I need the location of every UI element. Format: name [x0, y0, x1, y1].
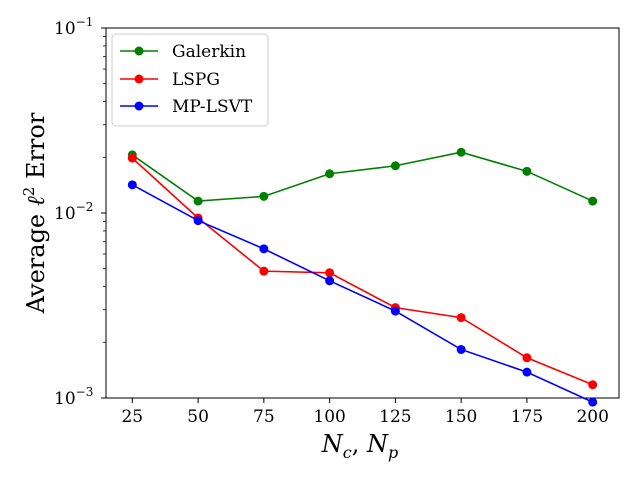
legend: Galerkin LSPG MP-LSVT	[112, 34, 268, 126]
data-point-mp-lsvt	[588, 398, 597, 407]
y-axis-label: Average ℓ2 Error	[20, 112, 50, 314]
x-tick-label: 200	[576, 407, 608, 427]
data-point-lspg	[325, 268, 334, 277]
data-point-lspg	[457, 313, 466, 322]
data-point-mp-lsvt	[391, 307, 400, 316]
data-point-galerkin	[194, 197, 203, 206]
y-tick-label-1e-3: 10−3	[54, 385, 93, 409]
series-line-lspg	[132, 158, 592, 385]
legend-marker-galerkin	[135, 47, 144, 56]
legend-marker-lspg	[135, 75, 144, 84]
data-point-galerkin	[588, 197, 597, 206]
x-tick-label: 150	[445, 407, 477, 427]
x-tick-label: 175	[511, 407, 543, 427]
data-point-mp-lsvt	[325, 276, 334, 285]
data-point-mp-lsvt	[522, 368, 531, 377]
data-point-lspg	[522, 353, 531, 362]
series-lspg	[128, 154, 597, 390]
legend-label-mp-lsvt: MP-LSVT	[172, 97, 253, 117]
data-point-mp-lsvt	[259, 244, 268, 253]
series-galerkin	[128, 148, 597, 206]
x-tick-label: 125	[379, 407, 411, 427]
data-point-lspg	[588, 380, 597, 389]
data-point-galerkin	[391, 161, 400, 170]
data-point-galerkin	[259, 192, 268, 201]
legend-label-galerkin: Galerkin	[172, 42, 246, 62]
series-line-galerkin	[132, 152, 592, 201]
x-tick-label: 100	[313, 407, 345, 427]
y-tick-label-1e-1: 10−1	[54, 15, 93, 39]
x-axis-label: Nc, Np	[321, 430, 398, 462]
y-tick-label-1e-2: 10−2	[54, 200, 93, 224]
data-point-mp-lsvt	[457, 345, 466, 354]
x-tick-label: 75	[253, 407, 275, 427]
legend-label-lspg: LSPG	[172, 70, 220, 90]
data-point-galerkin	[522, 167, 531, 176]
x-tick-label: 50	[187, 407, 209, 427]
data-point-lspg	[128, 154, 137, 163]
data-point-lspg	[259, 267, 268, 276]
data-point-galerkin	[457, 148, 466, 157]
data-point-galerkin	[325, 169, 334, 178]
legend-marker-mp-lsvt	[135, 102, 144, 111]
data-point-mp-lsvt	[194, 216, 203, 225]
data-point-mp-lsvt	[128, 180, 137, 189]
x-tick-label: 25	[121, 407, 143, 427]
